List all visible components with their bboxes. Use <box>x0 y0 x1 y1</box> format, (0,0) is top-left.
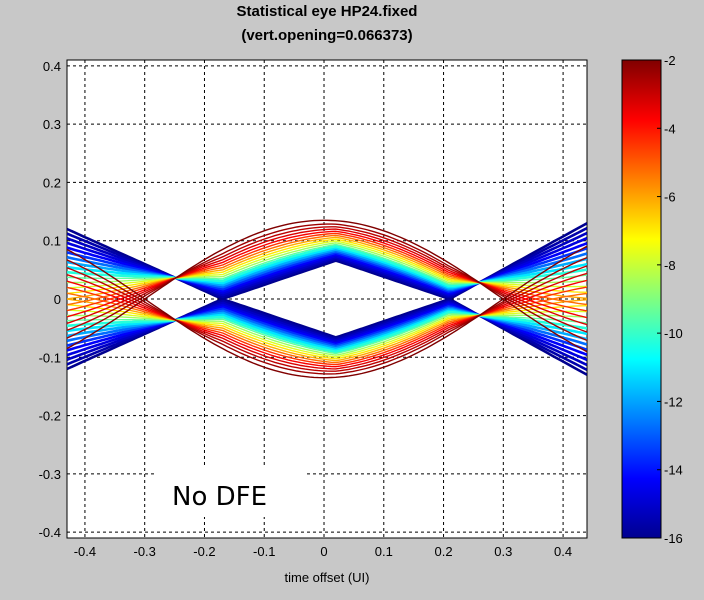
eye-trace-lower <box>67 304 587 360</box>
eye-trace-upper <box>67 236 587 300</box>
eye-trace-lower <box>67 256 587 375</box>
colorbar-tick-label: -2 <box>664 53 676 68</box>
x-axis-ticks: -0.4 -0.3 -0.2 -0.1 0 0.1 0.2 0.3 0.4 <box>74 544 572 559</box>
eye-traces <box>67 219 587 379</box>
eye-trace-upper <box>67 219 587 353</box>
eye-trace-lower <box>67 309 587 358</box>
eye-trace-lower <box>67 298 587 362</box>
y-tick-label: 0 <box>54 292 61 307</box>
x-tick-label: 0 <box>320 544 327 559</box>
x-tick-label: 0.3 <box>494 544 512 559</box>
eye-trace-upper <box>67 230 587 319</box>
colorbar-tick-label: -10 <box>664 326 683 341</box>
eye-trace-upper <box>67 234 587 306</box>
colorbar-tick-label: -16 <box>664 531 683 546</box>
x-tick-label: 0.4 <box>554 544 572 559</box>
eye-trace-upper <box>67 223 587 342</box>
eye-trace-lower <box>67 265 587 372</box>
y-tick-label: 0.1 <box>43 234 61 249</box>
x-tick-label: -0.1 <box>253 544 275 559</box>
eye-trace-upper <box>67 244 587 288</box>
colorbar-tick-label: -8 <box>664 258 676 273</box>
x-tick-label: 0.2 <box>435 544 453 559</box>
colorbar-tick-label: -4 <box>664 121 676 136</box>
eye-trace-upper <box>67 238 587 294</box>
chart-title: Statistical eye HP24.fixed <box>237 3 418 20</box>
colorbar-tick-label: -6 <box>664 190 676 205</box>
y-tick-label: 0.2 <box>43 175 61 190</box>
x-tick-label: -0.2 <box>193 544 215 559</box>
chart-subtitle: (vert.opening=0.066373) <box>241 27 412 44</box>
y-axis-ticks: 0.4 0.3 0.2 0.1 0 -0.1 -0.2 -0.3 -0.4 <box>39 59 61 540</box>
colorbar-ticks: -2 -4 -6 -8 -10 -12 -14 -16 <box>657 53 683 546</box>
eye-trace-upper <box>67 243 587 286</box>
eye-trace-upper <box>67 232 587 312</box>
annotation-no-dfe: No DFE <box>172 482 267 512</box>
eye-trace-upper <box>67 242 587 284</box>
eye-trace-lower <box>67 312 587 355</box>
y-tick-label: -0.1 <box>39 350 61 365</box>
x-tick-label: -0.4 <box>74 544 96 559</box>
eye-trace-lower <box>67 286 587 366</box>
y-tick-label: -0.2 <box>39 409 61 424</box>
y-tick-label: 0.3 <box>43 117 61 132</box>
eye-trace-lower <box>67 314 587 356</box>
eye-trace-lower <box>67 292 587 364</box>
colorbar-tick-label: -14 <box>664 463 683 478</box>
eye-trace-upper <box>67 226 587 333</box>
eye-trace-upper <box>67 240 587 289</box>
x-tick-label: -0.3 <box>133 544 155 559</box>
x-tick-label: 0.1 <box>375 544 393 559</box>
colorbar <box>621 59 662 539</box>
y-tick-label: 0.4 <box>43 59 61 74</box>
y-tick-label: -0.3 <box>39 467 61 482</box>
eye-trace-lower <box>67 245 587 379</box>
eye-trace-lower <box>67 272 587 370</box>
x-axis-label: time offset (UI) <box>284 570 369 585</box>
eye-trace-upper <box>67 228 587 326</box>
colorbar-tick-label: -12 <box>664 394 683 409</box>
annotation-box <box>155 467 307 517</box>
eye-trace-lower <box>67 279 587 368</box>
y-tick-label: -0.4 <box>39 525 61 540</box>
eye-trace-lower <box>67 310 587 354</box>
